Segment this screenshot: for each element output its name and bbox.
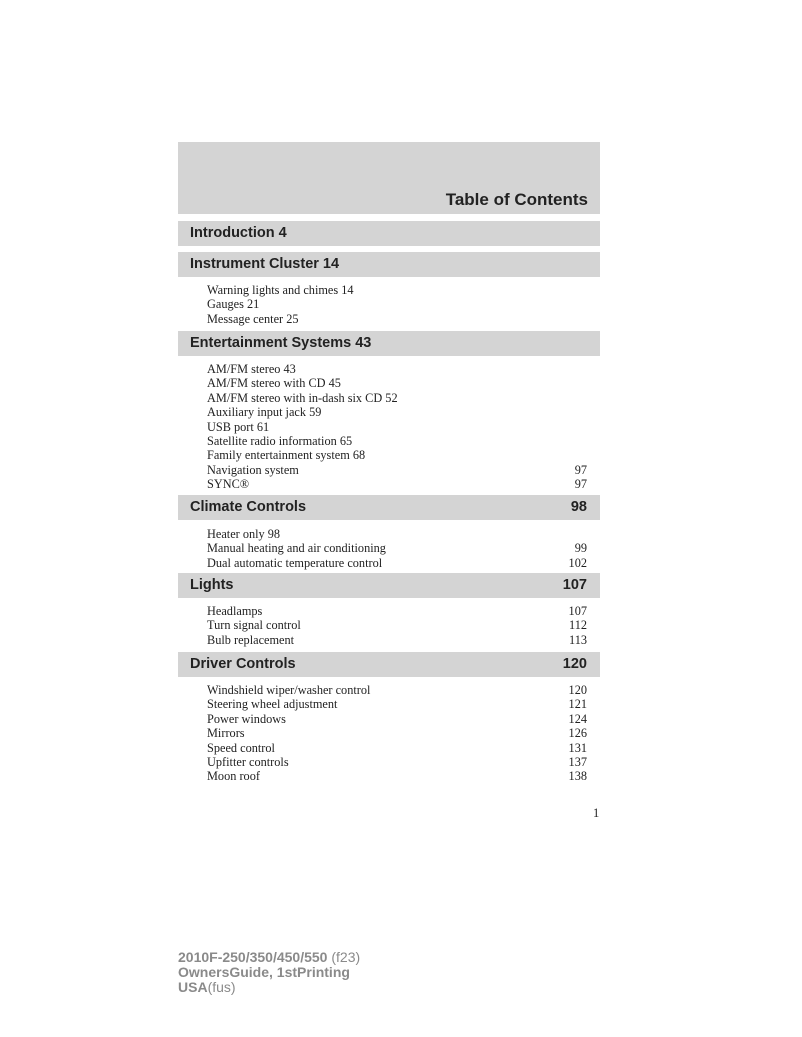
toc-entry[interactable]: Mirrors 126 bbox=[207, 726, 587, 740]
entry-label: AM/FM stereo 43 bbox=[207, 362, 296, 376]
section-title: Entertainment Systems 43 bbox=[190, 335, 372, 351]
toc-entry[interactable]: Power windows 124 bbox=[207, 712, 587, 726]
footer-region: USA bbox=[178, 979, 208, 995]
entry-page: 113 bbox=[569, 632, 587, 647]
entry-label: Dual automatic temperature control bbox=[207, 555, 383, 570]
toc-header: Table of Contents bbox=[178, 142, 600, 214]
section-heading[interactable]: Instrument Cluster 14 bbox=[178, 252, 600, 277]
toc-entry[interactable]: AM/FM stereo with CD 45 bbox=[207, 376, 587, 390]
toc-entry[interactable]: Steering wheel adjustment 121 bbox=[207, 697, 587, 711]
section-title: Introduction 4 bbox=[190, 225, 287, 241]
entry-label: USB port 61 bbox=[207, 419, 270, 434]
entry-label: Mirrors bbox=[207, 726, 245, 741]
entry-page: 124 bbox=[568, 711, 587, 726]
entry-label: Bulb replacement bbox=[207, 632, 295, 647]
section-title: Driver Controls bbox=[190, 656, 296, 672]
section-title: Climate Controls bbox=[190, 499, 307, 515]
section-page: 120 bbox=[562, 656, 587, 672]
section-items: Warning lights and chimes 14 Gauges 21 Mes… bbox=[207, 283, 587, 326]
toc-entry[interactable]: Auxiliary input jack 59 bbox=[207, 405, 587, 419]
section-items: Headlamps 107 Turn signal control 112 Bulb r… bbox=[207, 604, 587, 647]
toc-entry[interactable]: AM/FM stereo 43 bbox=[207, 362, 587, 376]
toc-entry[interactable]: Windshield wiper/washer control 120 bbox=[207, 683, 587, 697]
entry-label: Satellite radio information 65 bbox=[207, 433, 353, 448]
page-number: 1 bbox=[593, 806, 600, 820]
entry-label: Warning lights and chimes 14 bbox=[207, 283, 354, 297]
entry-page: 112 bbox=[569, 618, 587, 633]
entry-page: 126 bbox=[568, 726, 587, 741]
entry-page: 107 bbox=[568, 604, 587, 618]
page-title: Table of Contents bbox=[445, 190, 588, 209]
toc-entry[interactable]: Turn signal control 112 bbox=[207, 618, 587, 632]
entry-page: 138 bbox=[568, 769, 587, 784]
section-items: Heater only 98 Manual heating and air con… bbox=[207, 527, 587, 570]
toc-entry[interactable]: Bulb replacement 113 bbox=[207, 633, 587, 647]
entry-label: Upfitter controls bbox=[207, 754, 289, 769]
entry-label: SYNC® bbox=[207, 477, 250, 492]
section-heading[interactable]: Climate Controls 98 bbox=[178, 495, 600, 520]
section-page: 98 bbox=[570, 499, 587, 515]
section-items: AM/FM stereo 43 AM/FM stereo with CD 45 AM… bbox=[207, 362, 587, 492]
entry-page: 137 bbox=[568, 754, 587, 769]
section-heading[interactable]: Entertainment Systems 43 bbox=[178, 331, 600, 356]
toc-entry[interactable]: Heater only 98 bbox=[207, 527, 587, 541]
toc-entry[interactable]: Message center 25 bbox=[207, 312, 587, 326]
entry-label: Manual heating and air conditioning bbox=[207, 541, 386, 556]
entry-label: Speed control bbox=[207, 740, 275, 755]
footer-printing: OwnersGuide, 1stPrinting bbox=[178, 964, 350, 980]
entry-label: Headlamps bbox=[207, 604, 263, 618]
section-heading[interactable]: Lights 107 bbox=[178, 573, 600, 598]
entry-label: AM/FM stereo with CD 45 bbox=[207, 376, 341, 391]
section-title: Lights bbox=[190, 577, 234, 593]
entry-label: Navigation system bbox=[207, 462, 299, 477]
footer-code: (f23) bbox=[331, 949, 361, 965]
section-heading[interactable]: Driver Controls 120 bbox=[178, 652, 600, 677]
section-heading[interactable]: Introduction 4 bbox=[178, 221, 600, 246]
entry-label: Windshield wiper/washer control bbox=[207, 683, 371, 697]
entry-label: Steering wheel adjustment bbox=[207, 697, 338, 712]
entry-page: 120 bbox=[568, 683, 587, 697]
entry-label: Message center 25 bbox=[207, 311, 299, 326]
toc-entry[interactable]: Dual automatic temperature control 102 bbox=[207, 556, 587, 570]
entry-page: 97 bbox=[574, 477, 587, 492]
toc-entry[interactable]: Satellite radio information 65 bbox=[207, 434, 587, 448]
toc-entry[interactable]: Speed control 131 bbox=[207, 741, 587, 755]
entry-label: Turn signal control bbox=[207, 618, 301, 633]
entry-label: Auxiliary input jack 59 bbox=[207, 405, 322, 420]
toc-entry[interactable]: Family entertainment system 68 bbox=[207, 448, 587, 462]
toc-entry[interactable]: Manual heating and air conditioning 99 bbox=[207, 541, 587, 555]
entry-label: AM/FM stereo with in-dash six CD 52 bbox=[207, 390, 398, 405]
toc-entry[interactable]: SYNC® 97 bbox=[207, 477, 587, 491]
toc-entry[interactable]: Moon roof 138 bbox=[207, 769, 587, 783]
toc-entry[interactable]: AM/FM stereo with in-dash six CD 52 bbox=[207, 391, 587, 405]
entry-label: Moon roof bbox=[207, 769, 260, 784]
toc-entry[interactable]: Warning lights and chimes 14 bbox=[207, 283, 587, 297]
entry-label: Gauges 21 bbox=[207, 297, 260, 312]
entry-label: Power windows bbox=[207, 711, 286, 726]
footer-imprint: 2010F-250/350/450/550 (f23) OwnersGuide,… bbox=[178, 950, 360, 995]
entry-page: 131 bbox=[568, 740, 587, 755]
footer-region-code: (fus) bbox=[207, 979, 236, 995]
entry-label: Family entertainment system 68 bbox=[207, 448, 366, 463]
section-items: Windshield wiper/washer control 120 Steeri… bbox=[207, 683, 587, 784]
section-page: 107 bbox=[562, 577, 587, 593]
toc-entry[interactable]: Gauges 21 bbox=[207, 297, 587, 311]
section-title: Instrument Cluster 14 bbox=[190, 256, 340, 272]
entry-page: 99 bbox=[574, 541, 587, 556]
entry-page: 97 bbox=[574, 462, 587, 477]
toc-entry[interactable]: Upfitter controls 137 bbox=[207, 755, 587, 769]
footer-model: 2010F-250/350/450/550 bbox=[178, 949, 328, 965]
toc-entry[interactable]: USB port 61 bbox=[207, 420, 587, 434]
entry-page: 102 bbox=[568, 555, 587, 570]
entry-label: Heater only 98 bbox=[207, 527, 281, 541]
toc-entry[interactable]: Headlamps 107 bbox=[207, 604, 587, 618]
entry-page: 121 bbox=[568, 697, 587, 712]
toc-entry[interactable]: Navigation system 97 bbox=[207, 463, 587, 477]
